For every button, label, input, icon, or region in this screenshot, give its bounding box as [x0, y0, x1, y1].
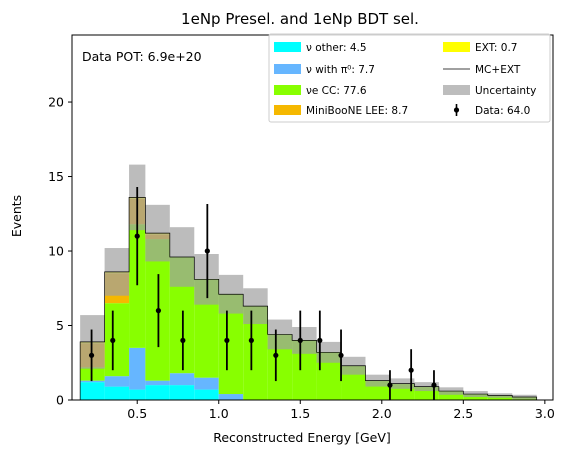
pot-annotation: Data POT: 6.9e+20: [82, 49, 202, 64]
legend-label-6: Uncertainty: [475, 85, 536, 97]
bar-series0-bin3: [145, 385, 169, 400]
x-tick-label-5: 3.0: [535, 406, 555, 421]
data-point-13: [409, 368, 414, 373]
bar-series1-bin1: [105, 376, 129, 386]
legend-label-3: MiniBooNE LEE: 8.7: [306, 105, 408, 117]
legend-swatch-7: [454, 107, 459, 112]
data-point-5: [205, 248, 210, 253]
bar-series0-bin1: [105, 387, 129, 400]
data-point-12: [387, 383, 392, 388]
data-point-0: [89, 353, 94, 358]
bar-series0-bin0: [80, 382, 104, 400]
legend-label-0: ν other: 4.5: [306, 42, 367, 54]
legend-label-5: MC+EXT: [475, 64, 521, 76]
bar-series1-bin6: [219, 394, 243, 400]
y-tick-label-0: 0: [56, 393, 64, 408]
y-tick-label-4: 20: [48, 95, 64, 110]
y-axis-label: Events: [9, 195, 24, 237]
y-tick-label-1: 5: [56, 318, 64, 333]
data-point-8: [273, 353, 278, 358]
x-tick-label-4: 2.5: [453, 406, 473, 421]
bar-series1-bin5: [194, 378, 218, 390]
legend-swatch-0: [274, 42, 301, 52]
y-tick-label-2: 10: [48, 244, 64, 259]
data-point-1: [110, 338, 115, 343]
x-tick-label-2: 1.5: [290, 406, 310, 421]
bar-series1-bin2: [129, 348, 145, 390]
legend-swatch-3: [274, 105, 301, 115]
legend-label-4: EXT: 0.7: [475, 42, 517, 54]
y-tick-label-3: 15: [48, 169, 64, 184]
data-point-14: [431, 383, 436, 388]
data-point-9: [298, 338, 303, 343]
bar-series0-bin4: [170, 385, 194, 400]
legend-label-7: Data: 64.0: [475, 105, 530, 117]
bar-series1-bin4: [170, 373, 194, 385]
data-point-4: [180, 338, 185, 343]
legend-label-2: νe CC: 77.6: [306, 85, 367, 97]
legend: ν other: 4.5 ν with π⁰: 7.7 νe CC: 77.6 Min…: [269, 34, 550, 122]
legend-swatch-6: [443, 85, 470, 95]
legend-label-1: ν with π⁰: 7.7: [306, 64, 375, 76]
bar-series1-bin3: [145, 381, 169, 385]
legend-swatch-2: [274, 85, 301, 95]
bar-series0-bin2: [129, 390, 145, 400]
data-point-11: [338, 353, 343, 358]
bar-series0-bin5: [194, 390, 218, 400]
legend-swatch-4: [443, 42, 470, 52]
x-axis-label: Reconstructed Energy [GeV]: [213, 430, 391, 445]
data-point-6: [224, 338, 229, 343]
x-tick-label-0: 0.5: [127, 406, 147, 421]
data-point-7: [249, 338, 254, 343]
x-tick-label-1: 1.0: [209, 406, 229, 421]
x-tick-label-3: 2.0: [372, 406, 392, 421]
chart-title: 1eNp Presel. and 1eNp BDT sel.: [181, 10, 419, 28]
data-point-3: [156, 308, 161, 313]
bar-series2-bin1: [105, 303, 129, 376]
legend-swatch-1: [274, 64, 301, 74]
data-point-2: [135, 234, 140, 239]
data-point-10: [317, 338, 322, 343]
